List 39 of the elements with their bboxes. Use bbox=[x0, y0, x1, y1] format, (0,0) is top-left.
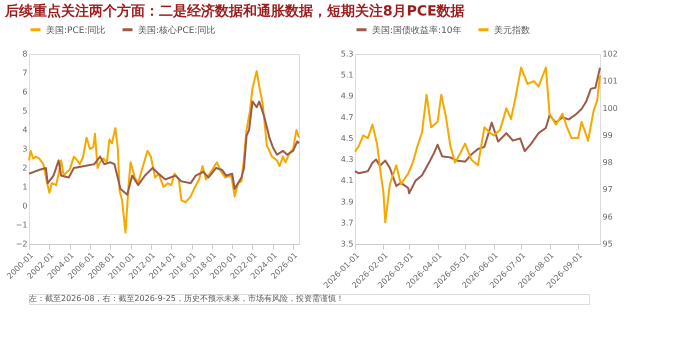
y-tick-label: 4.1 bbox=[340, 176, 354, 186]
legend-label: 美国:PCE:同比 bbox=[46, 24, 106, 36]
y-tick-label: 4.9 bbox=[340, 92, 354, 101]
y-tick-label: −2 bbox=[16, 240, 28, 248]
line-series bbox=[354, 66, 601, 194]
y-tick-label: 6 bbox=[22, 88, 28, 96]
y2-tick-label: 96 bbox=[602, 212, 613, 222]
y-tick-label: 4.7 bbox=[340, 112, 354, 122]
y-tick-label: 3.7 bbox=[340, 218, 354, 228]
legend-label: 美国:核心PCE:同比 bbox=[138, 24, 216, 36]
y-tick-label: 2 bbox=[22, 164, 28, 172]
y-tick-label: 5 bbox=[22, 106, 28, 116]
chart-title: 后续重点关注两个方面：二是经济数据和通胀数据，短期关注8月PCE数据 bbox=[4, 2, 465, 20]
y2-tick-label: 98 bbox=[602, 158, 613, 168]
y2-tick-label: 100 bbox=[602, 104, 618, 113]
line-series bbox=[28, 100, 300, 196]
legend-label: 美国:国债收益率:10年 bbox=[372, 24, 462, 36]
y-tick-label: 0 bbox=[22, 202, 28, 210]
y2-tick-label: 97 bbox=[602, 185, 613, 194]
y-tick-label: −1 bbox=[16, 220, 28, 230]
legend-label: 美元指数 bbox=[494, 24, 530, 36]
y-tick-label: 4.5 bbox=[340, 134, 354, 143]
text: 左：截至2026-08，右：截至2026-9-25，历史不预示未来，市场有风险，投资需谨慎！ bbox=[29, 294, 344, 303]
y2-tick-label: 99 bbox=[602, 130, 613, 140]
y-tick-label: 4 bbox=[22, 126, 28, 134]
y-tick-label: 1 bbox=[22, 182, 28, 192]
y-tick-label: 3.5 bbox=[340, 240, 354, 248]
y-tick-label: 5.1 bbox=[340, 70, 354, 80]
y-tick-label: 3 bbox=[22, 144, 28, 154]
y-tick-label: 4.3 bbox=[340, 155, 354, 164]
y2-tick-label: 95 bbox=[602, 240, 613, 248]
y-tick-label: 5.3 bbox=[340, 50, 354, 58]
y-tick-label: 8 bbox=[22, 50, 28, 58]
y2-tick-label: 101 bbox=[602, 76, 618, 86]
y2-tick-label: 102 bbox=[602, 50, 618, 58]
y-tick-label: 3.9 bbox=[340, 197, 354, 206]
line-series bbox=[28, 70, 300, 234]
line-series bbox=[354, 66, 601, 224]
y-tick-label: 7 bbox=[22, 68, 28, 78]
